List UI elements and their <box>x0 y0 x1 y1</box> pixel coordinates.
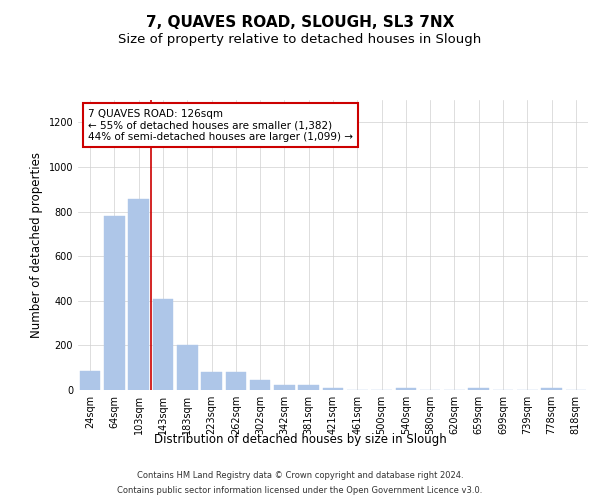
Bar <box>152 298 173 390</box>
Bar <box>201 372 222 390</box>
Bar <box>226 372 246 390</box>
Bar <box>250 380 271 390</box>
Text: Contains HM Land Registry data © Crown copyright and database right 2024.: Contains HM Land Registry data © Crown c… <box>137 471 463 480</box>
Text: Distribution of detached houses by size in Slough: Distribution of detached houses by size … <box>154 432 446 446</box>
Bar <box>128 200 149 390</box>
Bar <box>80 371 100 390</box>
Bar <box>298 385 319 390</box>
Bar <box>323 388 343 390</box>
Bar <box>541 388 562 390</box>
Bar <box>395 388 416 390</box>
Bar <box>104 216 125 390</box>
Text: 7 QUAVES ROAD: 126sqm
← 55% of detached houses are smaller (1,382)
44% of semi-d: 7 QUAVES ROAD: 126sqm ← 55% of detached … <box>88 108 353 142</box>
Bar <box>177 346 197 390</box>
Bar <box>274 385 295 390</box>
Bar <box>469 388 489 390</box>
Y-axis label: Number of detached properties: Number of detached properties <box>30 152 43 338</box>
Text: Contains public sector information licensed under the Open Government Licence v3: Contains public sector information licen… <box>118 486 482 495</box>
Text: Size of property relative to detached houses in Slough: Size of property relative to detached ho… <box>118 32 482 46</box>
Text: 7, QUAVES ROAD, SLOUGH, SL3 7NX: 7, QUAVES ROAD, SLOUGH, SL3 7NX <box>146 15 454 30</box>
